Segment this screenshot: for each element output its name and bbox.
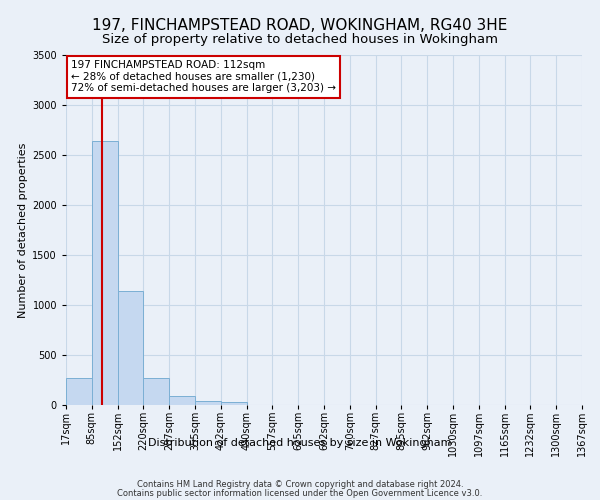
Bar xyxy=(143,378,169,405)
Text: Size of property relative to detached houses in Wokingham: Size of property relative to detached ho… xyxy=(102,32,498,46)
Text: 197, FINCHAMPSTEAD ROAD, WOKINGHAM, RG40 3HE: 197, FINCHAMPSTEAD ROAD, WOKINGHAM, RG40… xyxy=(92,18,508,32)
Bar xyxy=(169,396,195,405)
Bar xyxy=(66,378,92,405)
Bar xyxy=(92,141,118,405)
Text: 197 FINCHAMPSTEAD ROAD: 112sqm
← 28% of detached houses are smaller (1,230)
72% : 197 FINCHAMPSTEAD ROAD: 112sqm ← 28% of … xyxy=(71,60,336,94)
Text: Contains HM Land Registry data © Crown copyright and database right 2024.: Contains HM Land Registry data © Crown c… xyxy=(137,480,463,489)
Bar xyxy=(118,290,143,405)
Text: Distribution of detached houses by size in Wokingham: Distribution of detached houses by size … xyxy=(148,438,452,448)
Bar xyxy=(221,402,247,405)
Y-axis label: Number of detached properties: Number of detached properties xyxy=(18,142,28,318)
Text: Contains public sector information licensed under the Open Government Licence v3: Contains public sector information licen… xyxy=(118,488,482,498)
Bar xyxy=(195,400,221,405)
